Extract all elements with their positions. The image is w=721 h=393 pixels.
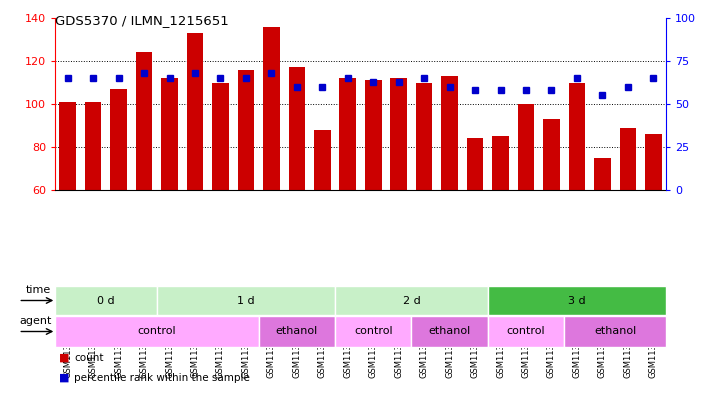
Bar <box>187 33 203 190</box>
Bar <box>488 286 666 315</box>
Bar <box>518 104 534 190</box>
Bar <box>335 286 488 315</box>
Bar <box>55 316 259 347</box>
Bar <box>263 27 280 190</box>
Text: control: control <box>354 327 392 336</box>
Bar <box>466 138 483 190</box>
Text: ethanol: ethanol <box>428 327 471 336</box>
Text: GDS5370 / ILMN_1215651: GDS5370 / ILMN_1215651 <box>55 14 229 27</box>
Bar <box>136 52 152 190</box>
Bar <box>569 83 585 190</box>
Text: agent: agent <box>19 316 51 326</box>
Text: time: time <box>26 285 51 296</box>
Bar <box>594 158 611 190</box>
Text: percentile rank within the sample: percentile rank within the sample <box>74 373 250 383</box>
Bar <box>645 134 662 190</box>
Bar <box>416 83 433 190</box>
Text: ■: ■ <box>58 353 69 363</box>
Bar <box>59 102 76 190</box>
Bar <box>492 136 509 190</box>
Bar <box>488 316 564 347</box>
Bar <box>157 286 335 315</box>
Bar <box>335 316 412 347</box>
Bar <box>288 68 305 190</box>
Bar <box>314 130 331 190</box>
Bar <box>212 83 229 190</box>
Bar <box>259 316 335 347</box>
Text: ethanol: ethanol <box>594 327 636 336</box>
Bar <box>365 80 381 190</box>
Text: 1 d: 1 d <box>237 296 255 305</box>
Bar <box>162 78 178 190</box>
Text: control: control <box>138 327 176 336</box>
Bar <box>390 78 407 190</box>
Bar <box>441 76 458 190</box>
Bar <box>340 78 356 190</box>
Text: 3 d: 3 d <box>568 296 585 305</box>
Text: ethanol: ethanol <box>275 327 318 336</box>
Text: control: control <box>507 327 545 336</box>
Bar <box>412 316 488 347</box>
Text: ■: ■ <box>58 373 69 383</box>
Text: 0 d: 0 d <box>97 296 115 305</box>
Bar <box>110 89 127 190</box>
Bar <box>564 316 666 347</box>
Bar <box>619 128 636 190</box>
Bar <box>543 119 559 190</box>
Text: count: count <box>74 353 104 363</box>
Text: 2 d: 2 d <box>402 296 420 305</box>
Bar <box>238 70 255 190</box>
Bar <box>85 102 102 190</box>
Bar <box>55 286 157 315</box>
